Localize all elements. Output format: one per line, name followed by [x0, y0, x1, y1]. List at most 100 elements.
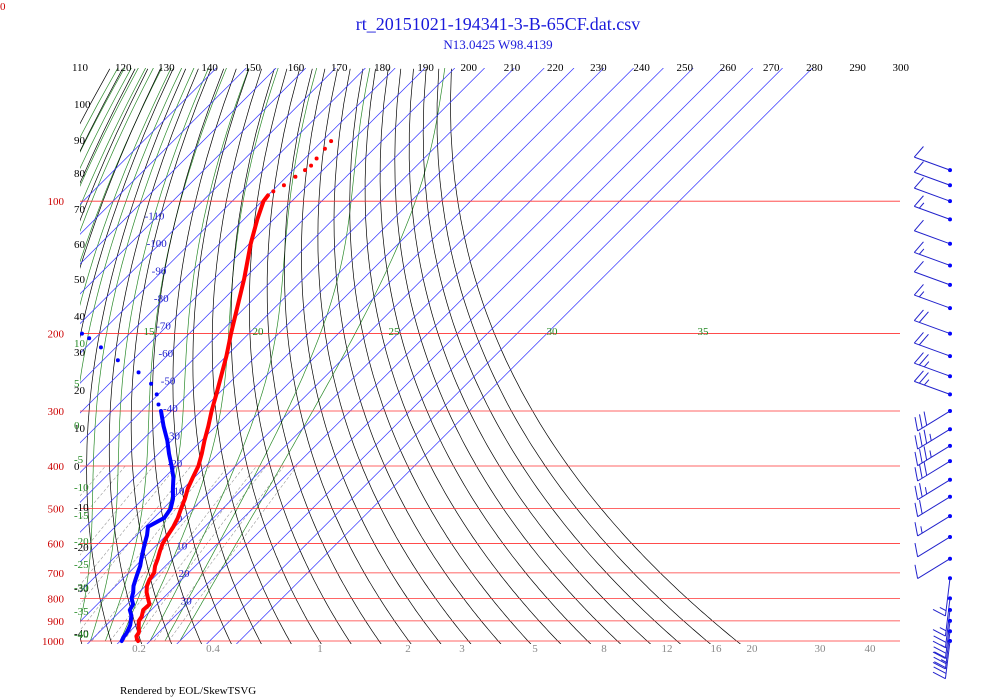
- pressure-tick-label: 100: [48, 196, 65, 208]
- dry-adiabat: [408, 68, 652, 644]
- wind-barb-flag: [940, 659, 948, 664]
- wind-barb-staff: [917, 428, 951, 450]
- mixing-ratio-line: [80, 465, 106, 497]
- isotherm-tick-label: -100: [147, 238, 168, 250]
- isotherm: [80, 68, 366, 354]
- isotherm-tick-label: -60: [158, 348, 173, 360]
- dry-adiabat: [211, 68, 292, 644]
- dry-adiabat-left-label: 10: [74, 423, 86, 435]
- wind-barb-flag: [920, 526, 923, 534]
- moist-adiabat-top-label: 35: [698, 326, 710, 338]
- mixing-ratio-label: 12: [662, 643, 673, 655]
- mixing-ratio-label: 0.4: [206, 643, 220, 655]
- wind-barb: [913, 219, 952, 246]
- dry-adiabat: [450, 68, 741, 644]
- wind-barb-staff: [917, 479, 951, 501]
- isotherm-tick-label: -90: [152, 265, 167, 277]
- wind-barb-flag: [923, 361, 930, 368]
- mixing-ratio-label: 1: [317, 643, 323, 655]
- temperature-upper-point: [322, 146, 327, 151]
- theta-tick-label: 220: [547, 62, 564, 74]
- isotherm-tick-label: -80: [154, 293, 169, 305]
- theta-tick-label: 200: [461, 62, 478, 74]
- moist-adiabat: [80, 68, 195, 625]
- dry-adiabats: [80, 68, 741, 644]
- mixing-ratio-label: 2: [405, 643, 411, 655]
- wind-barb-flag: [934, 651, 947, 659]
- moist-adiabat-left-label: -10: [74, 482, 89, 494]
- mixing-ratio-label: 30: [815, 643, 827, 655]
- wind-barb-flag: [913, 161, 924, 173]
- wind-barb-flag: [914, 435, 919, 450]
- wind-barb: [914, 477, 952, 501]
- wind-barb-flag: [939, 627, 947, 632]
- isotherm: [80, 68, 456, 444]
- wind-barb-flag: [923, 446, 928, 461]
- wind-barb-staff: [914, 230, 951, 245]
- wind-barb-staff: [917, 445, 951, 467]
- wind-barb-flag: [919, 432, 923, 447]
- dry-adiabat-left-label: 100: [74, 99, 91, 111]
- wind-barb-staff: [917, 410, 951, 432]
- isotherm-tick-label: 10: [176, 541, 188, 553]
- wind-barb-flag: [913, 195, 924, 207]
- pressure-tick-label: 400: [48, 461, 65, 473]
- wind-barb-flag: [919, 449, 923, 464]
- isotherm: [80, 68, 605, 593]
- wind-barb-flag: [932, 661, 946, 670]
- wind-barb-flag: [918, 311, 929, 323]
- isotherm: [80, 68, 396, 384]
- isotherm: [80, 68, 217, 205]
- moist-adiabat-top-label: 30: [547, 326, 559, 338]
- dewpoint-upper-point: [156, 402, 161, 407]
- wind-barb-staff: [917, 496, 951, 518]
- mixing-ratio-label: 3: [459, 643, 465, 655]
- wind-barb-staff: [917, 558, 951, 580]
- wind-barb-staff: [917, 515, 951, 537]
- wind-barb-flag: [913, 309, 924, 321]
- wind-barb-flag: [919, 464, 923, 479]
- wind-barb-staff: [944, 578, 951, 617]
- dry-adiabat: [230, 68, 322, 644]
- wind-barb: [913, 260, 952, 287]
- wind-barb-flag: [923, 461, 928, 476]
- wind-barb-flag: [919, 483, 923, 497]
- dry-adiabat-left-label: 20: [74, 385, 86, 397]
- wind-barb: [932, 618, 952, 660]
- wind-barb-flag: [929, 450, 932, 458]
- dry-adiabat-left-label: 90: [74, 135, 86, 147]
- wind-barb: [913, 309, 952, 336]
- theta-tick-label: 260: [720, 62, 737, 74]
- dry-adiabat-left-label: -40: [74, 628, 89, 640]
- theta-tick-label: 160: [288, 62, 305, 74]
- dry-adiabat: [266, 68, 382, 644]
- pressure-tick-label: 700: [48, 568, 65, 580]
- sounding-traces: [80, 139, 334, 643]
- temperature-upper-point: [293, 174, 298, 179]
- wind-barb-flag: [934, 661, 947, 669]
- dry-adiabat: [249, 68, 352, 644]
- theta-tick-label: 170: [331, 62, 348, 74]
- temperature-upper-point: [271, 189, 276, 194]
- temperature-upper-point: [281, 183, 286, 188]
- wind-barb-staff: [944, 598, 951, 637]
- isotherm: [176, 68, 754, 644]
- wind-barb-staff: [914, 380, 951, 395]
- mixing-ratio-label: 16: [711, 643, 723, 655]
- wind-barb-flag: [932, 651, 946, 660]
- isotherm: [80, 68, 277, 265]
- moist-adiabat-left-label: -40: [74, 629, 89, 641]
- isotherm-tick-label: 30: [181, 596, 193, 608]
- isotherm: [146, 68, 724, 644]
- wind-barb-flag: [918, 372, 929, 384]
- wind-barb-flag: [939, 606, 947, 612]
- isotherm-tick-label: -40: [163, 403, 178, 415]
- dewpoint-upper-point: [136, 370, 141, 375]
- mixing-ratio-label: 0.2: [132, 643, 146, 655]
- theta-tick-label: 150: [245, 62, 262, 74]
- wind-barb-staff: [914, 205, 951, 220]
- theta-tick-label: 240: [633, 62, 650, 74]
- wind-barb-flag: [918, 202, 925, 209]
- moist-adiabat: [80, 68, 132, 170]
